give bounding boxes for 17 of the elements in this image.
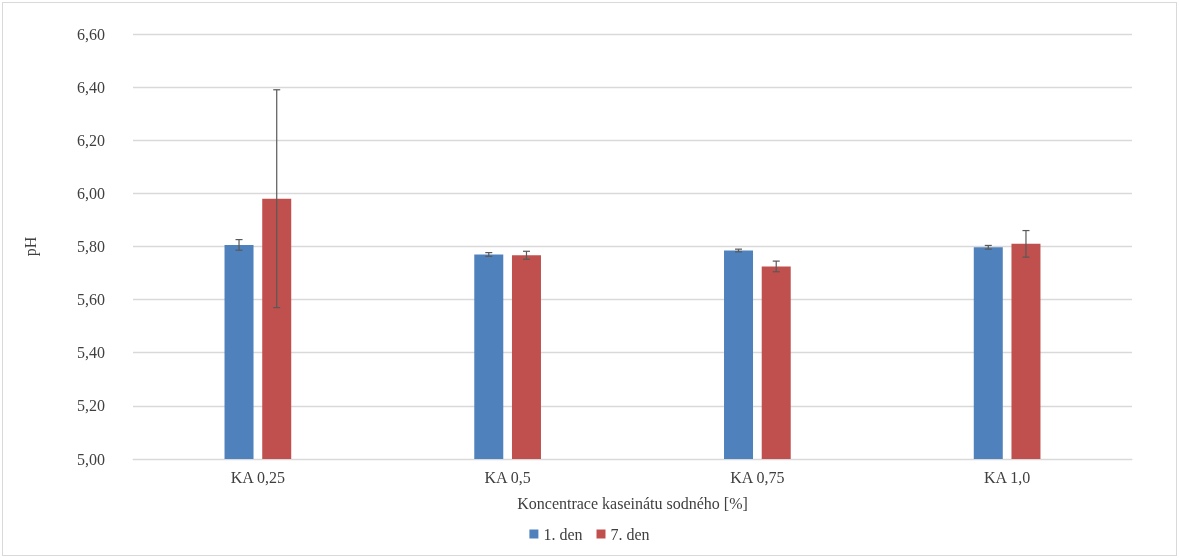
legend-label: 1. den <box>543 525 583 543</box>
legend-label: 7. den <box>610 525 650 543</box>
x-tick-label: KA 1,0 <box>984 468 1031 486</box>
y-tick-label: 5,40 <box>77 344 105 362</box>
x-tick-label: KA 0,5 <box>484 468 531 486</box>
x-axis-title: Koncentrace kaseinátu sodného [%] <box>517 494 748 512</box>
y-tick-label: 6,20 <box>77 131 105 149</box>
y-tick-label: 5,20 <box>77 397 105 415</box>
y-tick-label: 6,40 <box>77 78 105 96</box>
y-tick-label: 5,80 <box>77 238 105 255</box>
y-tick-label: 5,60 <box>77 291 105 309</box>
x-tick-label: KA 0,75 <box>730 468 785 486</box>
x-tick-label: KA 0,25 <box>230 468 285 486</box>
y-axis-title: pH <box>21 236 40 257</box>
y-tick-label: 5,00 <box>77 450 105 468</box>
y-tick-label: 6,00 <box>77 184 105 202</box>
y-tick-label: 6,60 <box>77 25 105 43</box>
